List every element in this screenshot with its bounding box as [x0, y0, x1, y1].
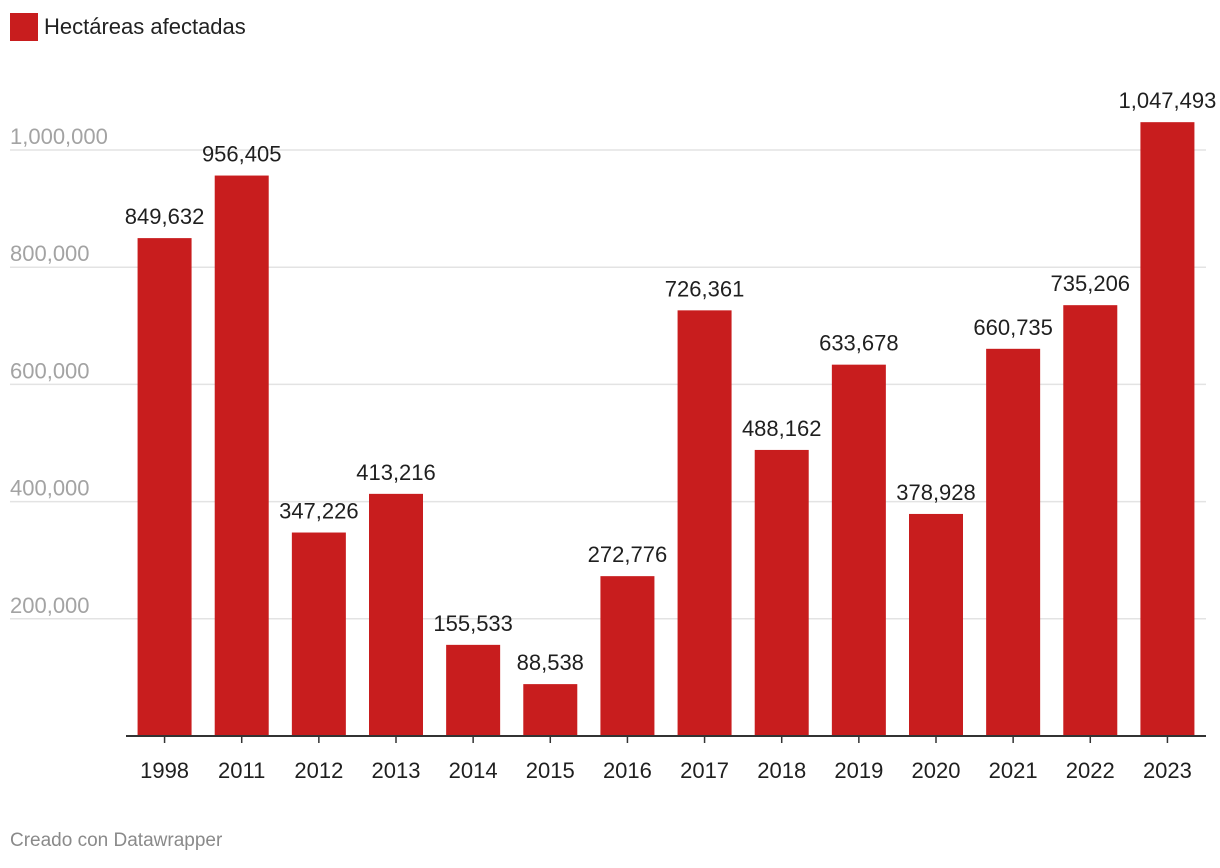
bar-value-label: 378,928	[896, 480, 976, 505]
bar	[523, 684, 578, 736]
bar-value-label: 660,735	[973, 315, 1053, 340]
bar-value-label: 633,678	[819, 331, 899, 356]
y-tick-label: 800,000	[10, 241, 90, 266]
bar-value-label: 488,162	[742, 416, 822, 441]
bar	[214, 175, 269, 736]
bar	[446, 644, 501, 736]
bar	[986, 348, 1041, 736]
x-tick-label: 2011	[218, 758, 265, 783]
bar	[291, 532, 346, 736]
bar-value-label: 726,361	[665, 276, 745, 301]
x-tick-label: 2012	[294, 758, 343, 783]
x-axis-tick-labels: 1998 2011 2012 2013 2014 2015 2016 2017 2018 2019…	[140, 758, 1192, 783]
legend-swatch	[10, 13, 38, 41]
bar-value-label: 347,226	[279, 499, 359, 524]
bar-value-label: 735,206	[1051, 271, 1131, 296]
bar	[137, 238, 192, 736]
x-tick-label: 2019	[834, 758, 883, 783]
y-tick-label: 400,000	[10, 476, 90, 501]
x-axis	[126, 735, 1206, 743]
bars	[137, 122, 1195, 736]
bar	[600, 576, 655, 736]
x-tick-label: 2022	[1066, 758, 1115, 783]
bar-value-label: 849,632	[125, 204, 205, 229]
bar-value-labels: 849,632 956,405 347,226 413,216 155,53388,53…	[125, 88, 1217, 675]
x-tick-label: 2020	[912, 758, 961, 783]
bar	[677, 310, 732, 736]
bar	[1063, 305, 1118, 736]
x-tick-label: 2013	[372, 758, 421, 783]
bar	[1140, 122, 1195, 736]
y-tick-label: 600,000	[10, 358, 90, 383]
bar	[909, 513, 963, 736]
x-tick-label: 2015	[526, 758, 575, 783]
x-tick-label: 1998	[140, 758, 189, 783]
footer-credit: Creado con Datawrapper	[10, 830, 223, 851]
legend: Hectáreas afectadas	[10, 12, 246, 42]
y-tick-label: 200,000	[10, 593, 90, 618]
x-tick-label: 2023	[1143, 758, 1192, 783]
bar	[754, 449, 809, 736]
x-tick-label: 2017	[680, 758, 729, 783]
x-tick-label: 2021	[989, 758, 1038, 783]
bar-value-label: 956,405	[202, 142, 282, 167]
bar-value-label: 413,216	[356, 460, 436, 485]
bar-value-label: 272,776	[588, 542, 668, 567]
bar	[369, 493, 423, 736]
bar-value-label: 88,538	[517, 650, 584, 675]
legend-label: Hectáreas afectadas	[44, 14, 246, 39]
bar-value-label: 1,047,493	[1118, 88, 1216, 113]
y-tick-label: 1,000,000	[10, 124, 108, 149]
y-axis-tick-labels: 200,000 400,000 600,000 800,000 1,000,000	[10, 124, 108, 618]
x-tick-label: 2018	[757, 758, 806, 783]
bar-value-label: 155,533	[433, 611, 513, 636]
bar	[831, 364, 886, 736]
x-tick-label: 2014	[449, 758, 498, 783]
x-tick-label: 2016	[603, 758, 652, 783]
